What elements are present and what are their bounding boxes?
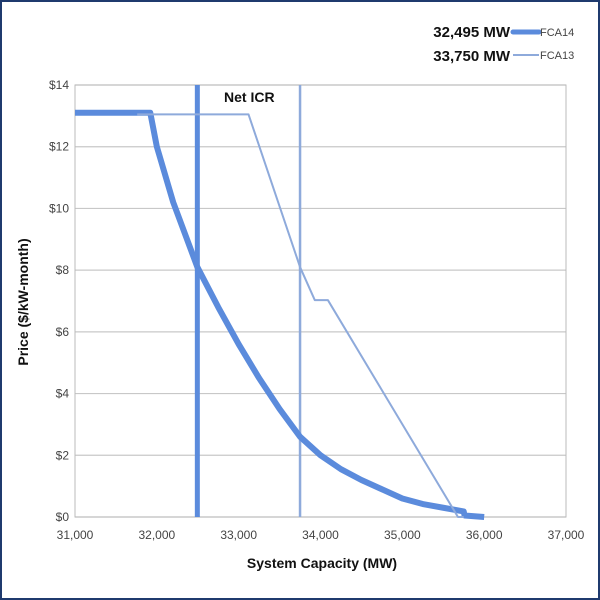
x-tick-label: 33,000: [220, 528, 257, 542]
net-icr-annotation: Net ICR: [224, 89, 275, 105]
legend-label-fca14: FCA14: [540, 27, 574, 39]
x-tick-label: 37,000: [548, 528, 585, 542]
legend: 32,495 MW FCA14 33,750 MW FCA13: [433, 24, 574, 65]
y-axis-ticks: $0 $2 $4 $6 $8 $10 $12 $14: [49, 78, 69, 524]
y-tick-label: $6: [56, 325, 70, 339]
x-tick-label: 35,000: [384, 528, 421, 542]
x-tick-label: 34,000: [302, 528, 339, 542]
y-tick-label: $10: [49, 201, 69, 215]
legend-value-fca14: 32,495 MW: [433, 24, 511, 41]
series-line-fca13: [137, 113, 464, 518]
y-tick-label: $2: [56, 448, 70, 462]
series-line-fca14: [75, 109, 485, 520]
y-tick-label: $12: [49, 140, 69, 154]
x-axis-ticks: 31,000 32,000 33,000 34,000 35,000 36,000 37,0…: [57, 528, 585, 542]
plot-area-border: [74, 84, 567, 518]
y-tick-label: $8: [56, 263, 70, 277]
legend-value-fca13: 33,750 MW: [433, 48, 511, 65]
x-tick-label: 36,000: [466, 528, 503, 542]
y-tick-label: $14: [49, 78, 69, 92]
y-tick-label: $0: [56, 510, 70, 524]
x-tick-label: 31,000: [57, 528, 94, 542]
legend-label-fca13: FCA13: [540, 50, 574, 62]
y-axis-title: Price ($/kW-month): [15, 238, 31, 365]
x-axis-title: System Capacity (MW): [247, 555, 397, 571]
x-tick-label: 32,000: [138, 528, 175, 542]
y-tick-label: $4: [56, 387, 70, 401]
series-layer: [75, 85, 485, 520]
